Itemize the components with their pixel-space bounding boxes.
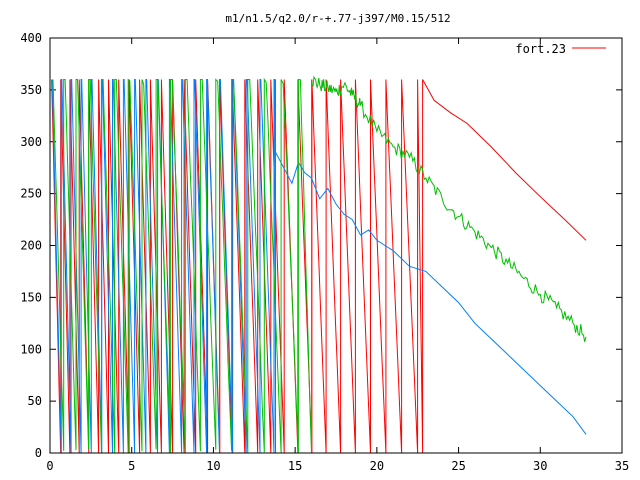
series-line-series-3 (52, 75, 587, 454)
y-tick-label: 200 (20, 239, 42, 253)
x-tick-label: 20 (370, 459, 384, 473)
y-tick-label: 250 (20, 187, 42, 201)
x-tick-label: 25 (451, 459, 465, 473)
y-tick-label: 100 (20, 342, 42, 356)
legend: fort.23 (515, 42, 606, 56)
x-tick-label: 15 (288, 459, 302, 473)
plot-frame (49, 37, 623, 454)
y-tick-label: 50 (28, 394, 42, 408)
x-tick-label: 30 (533, 459, 547, 473)
x-tick-label: 5 (128, 459, 135, 473)
x-tick-label: 10 (206, 459, 220, 473)
y-tick-label: 300 (20, 135, 42, 149)
x-tick-label: 35 (615, 459, 629, 473)
legend-label-fort-23: fort.23 (515, 42, 566, 56)
series-group (51, 75, 587, 454)
y-tick-label: 0 (35, 446, 42, 460)
y-axis: 0 50 100 150 200 250 300 350 400 (20, 31, 622, 460)
y-tick-label: 400 (20, 31, 42, 45)
x-tick-label: 0 (46, 459, 53, 473)
series-line-series-2 (51, 79, 587, 454)
y-tick-label: 150 (20, 290, 42, 304)
chart-title: m1/n1.5/q2.0/r-+.77-j397/M0.15/512 (225, 12, 450, 25)
y-tick-label: 350 (20, 83, 42, 97)
x-axis: 0 5 10 15 20 25 30 35 (46, 38, 629, 473)
